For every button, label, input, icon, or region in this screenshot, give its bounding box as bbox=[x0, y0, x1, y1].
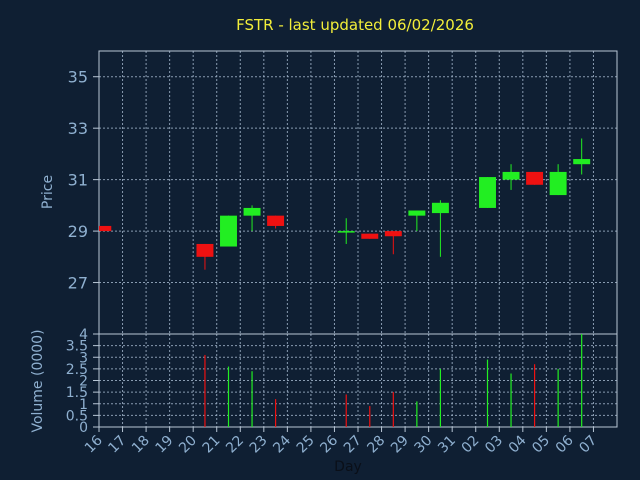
volume-tick-label: 1 bbox=[79, 397, 88, 413]
candle-body bbox=[220, 215, 237, 247]
candle-body bbox=[526, 171, 544, 185]
candle bbox=[431, 200, 449, 257]
x-tick-label: 20 bbox=[176, 433, 200, 457]
candle-body bbox=[267, 215, 285, 226]
volume-tick-label: 3 bbox=[79, 350, 88, 366]
candle-body bbox=[99, 225, 111, 232]
x-tick-label: 29 bbox=[388, 433, 412, 457]
x-tick-label: 19 bbox=[153, 433, 177, 457]
volume-tick-label: 3.5 bbox=[66, 339, 88, 355]
volume-tick-label: 2.5 bbox=[66, 362, 88, 378]
x-tick-label: 18 bbox=[129, 433, 153, 457]
x-tick-label: 22 bbox=[223, 433, 247, 457]
candle-body bbox=[361, 233, 379, 239]
x-tick-label: 07 bbox=[576, 433, 600, 457]
volume-panel: 00.511.522.533.54 Volume (0000) bbox=[30, 327, 618, 436]
x-tick-label: 30 bbox=[412, 433, 436, 457]
x-tick-label: 27 bbox=[341, 433, 365, 457]
candle bbox=[196, 243, 214, 270]
candle bbox=[220, 215, 237, 247]
price-tick-label: 29 bbox=[68, 222, 88, 241]
x-tick-label: 17 bbox=[105, 433, 129, 457]
x-tick-label: 21 bbox=[200, 433, 224, 457]
candle bbox=[502, 164, 520, 190]
x-tick-label: 26 bbox=[317, 432, 341, 456]
candle-body bbox=[479, 177, 496, 208]
price-panel: 27 29 31 33 35 Price bbox=[40, 50, 618, 335]
candle bbox=[526, 171, 544, 185]
price-axis-title: Price bbox=[40, 175, 56, 209]
x-tick-label: 28 bbox=[364, 433, 388, 457]
candle-body bbox=[502, 171, 520, 180]
volume-tick-label: 0.5 bbox=[66, 408, 88, 424]
x-tick-label: 31 bbox=[435, 433, 459, 457]
price-tick-label: 27 bbox=[68, 274, 88, 293]
candle-body bbox=[337, 231, 355, 233]
candle-body bbox=[431, 202, 449, 214]
candle-body bbox=[384, 231, 402, 237]
volume-tick-label: 4 bbox=[79, 327, 88, 343]
candle bbox=[549, 164, 567, 196]
chart-title: FSTR - last updated 06/02/2026 bbox=[236, 16, 474, 34]
x-tick-label: 03 bbox=[482, 433, 506, 457]
candle bbox=[99, 225, 112, 232]
candle-body bbox=[549, 171, 567, 196]
volume-tick-label: 2 bbox=[79, 374, 88, 390]
candle-body bbox=[408, 210, 426, 216]
candle bbox=[573, 138, 591, 175]
candle bbox=[479, 177, 496, 208]
candle bbox=[243, 205, 261, 232]
volume-axis-title: Volume (0000) bbox=[30, 329, 46, 432]
volume-tick-label: 0 bbox=[79, 420, 88, 436]
candle bbox=[361, 233, 379, 239]
x-tick-label: 23 bbox=[247, 433, 271, 457]
candle-body bbox=[243, 207, 261, 216]
price-tick-label: 33 bbox=[68, 119, 88, 138]
candle-body bbox=[573, 159, 591, 165]
candle bbox=[337, 218, 355, 244]
x-tick-label: 24 bbox=[270, 432, 294, 456]
x-axis-title: Day bbox=[334, 459, 362, 475]
x-tick-label: 04 bbox=[506, 432, 530, 456]
candle-body bbox=[196, 243, 214, 257]
candle bbox=[408, 210, 426, 232]
candle bbox=[267, 215, 285, 229]
x-tick-label: 05 bbox=[529, 433, 553, 457]
volume-tick-label: 1.5 bbox=[66, 385, 88, 401]
candle bbox=[384, 231, 402, 255]
x-tick-label: 16 bbox=[82, 432, 106, 456]
x-tick-label: 25 bbox=[294, 433, 318, 457]
x-tick-label: 02 bbox=[459, 433, 483, 457]
price-tick-label: 35 bbox=[68, 68, 88, 87]
x-tick-label: 06 bbox=[553, 432, 577, 456]
price-tick-label: 31 bbox=[68, 171, 88, 190]
